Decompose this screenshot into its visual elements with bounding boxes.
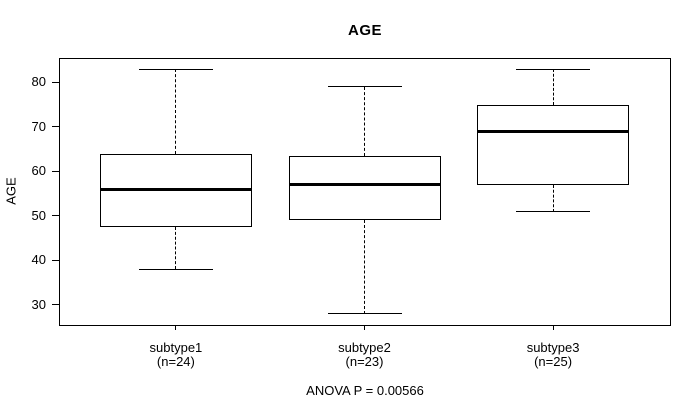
x-tick-mark [175,325,177,330]
lower-whisker-line [175,227,177,270]
anova-p-value-text: ANOVA P = 0.00566 [306,383,424,398]
lower-whisker-cap [138,268,213,270]
y-tick-mark [52,170,59,172]
upper-whisker-cap [327,86,402,88]
y-tick-mark [52,259,59,261]
upper-whisker-cap [138,68,213,70]
upper-whisker-line [175,69,177,154]
upper-whisker-line [364,86,365,156]
y-tick-label: 60 [31,163,46,179]
x-group-label: subtype3 [526,340,580,355]
x-group-n-label: (n=24) [156,354,195,369]
x-group-n-label: (n=25) [534,354,573,369]
y-tick-label: 80 [31,74,46,90]
y-tick-label: 70 [31,118,46,134]
chart-title: AGE [347,22,382,39]
iqr-box [477,104,630,185]
x-tick-mark [552,325,554,330]
y-tick-mark [52,215,59,217]
y-tick-label: 50 [31,207,46,223]
lower-whisker-cap [516,211,591,213]
median-line [100,187,251,191]
iqr-box [288,155,441,221]
x-group-n-label: (n=23) [345,354,384,369]
median-line [478,129,629,133]
upper-whisker-cap [516,68,591,70]
lower-whisker-line [364,220,365,314]
lower-whisker-cap [327,313,402,315]
x-group-label: subtype1 [149,340,203,355]
median-line [289,183,440,187]
upper-whisker-line [552,69,554,105]
y-tick-mark [52,304,59,306]
y-tick-mark [52,126,59,128]
y-tick-mark [52,81,59,83]
y-tick-label: 40 [31,252,46,268]
y-axis-label: AGE [3,177,19,205]
lower-whisker-line [552,184,554,212]
x-group-label: subtype2 [338,340,391,355]
x-tick-mark [364,325,365,330]
y-tick-label: 30 [31,296,46,312]
